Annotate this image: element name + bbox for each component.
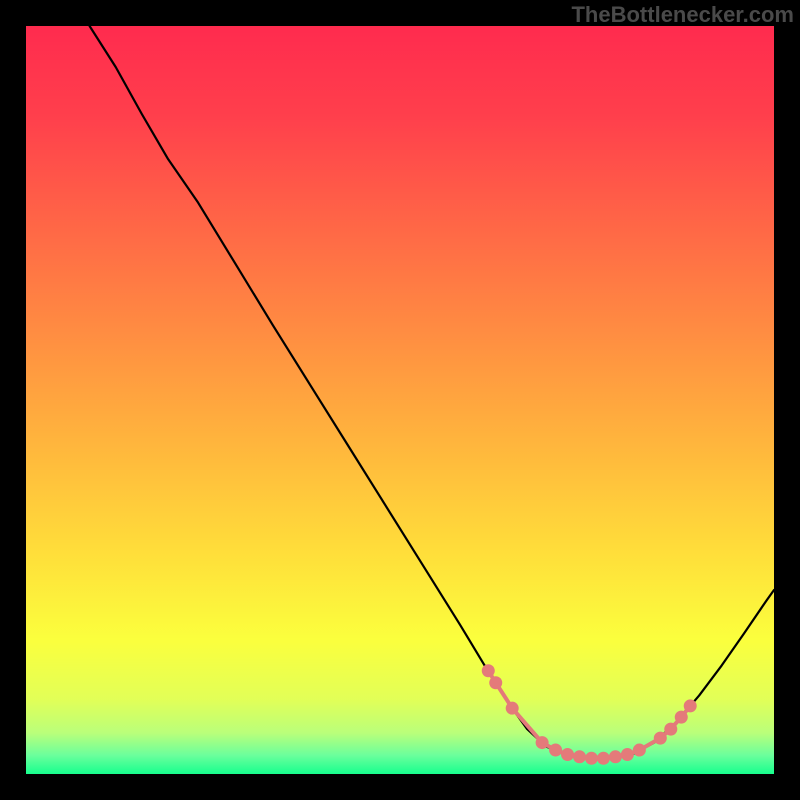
optimal-range-marker bbox=[609, 750, 622, 763]
optimal-range-marker bbox=[664, 723, 677, 736]
optimal-range-marker bbox=[654, 732, 667, 745]
optimal-range-marker bbox=[621, 748, 634, 761]
chart-container: TheBottlenecker.com bbox=[0, 0, 800, 800]
optimal-range-marker bbox=[597, 752, 610, 765]
optimal-range-marker bbox=[506, 702, 519, 715]
optimal-range-marker bbox=[675, 711, 688, 724]
optimal-range-marker bbox=[633, 744, 646, 757]
plot-gradient-background bbox=[26, 26, 774, 774]
optimal-range-marker bbox=[585, 752, 598, 765]
optimal-range-marker bbox=[489, 676, 502, 689]
optimal-range-marker bbox=[561, 748, 574, 761]
optimal-range-marker bbox=[684, 699, 697, 712]
optimal-range-marker bbox=[573, 750, 586, 763]
optimal-range-marker bbox=[549, 744, 562, 757]
watermark-text: TheBottlenecker.com bbox=[571, 2, 794, 28]
bottleneck-chart bbox=[0, 0, 800, 800]
optimal-range-marker bbox=[536, 736, 549, 749]
optimal-range-marker bbox=[482, 664, 495, 677]
